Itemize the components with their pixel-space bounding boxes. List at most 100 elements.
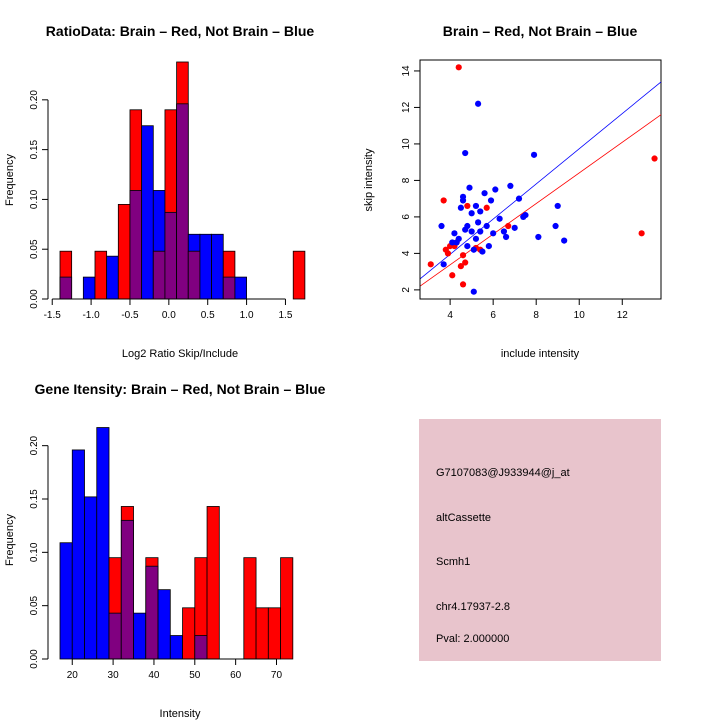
- not-brain-point: [554, 202, 561, 210]
- ratio-x-axis-label: Log2 Ratio Skip/Include: [122, 348, 238, 360]
- not-brain-point: [522, 211, 529, 219]
- not-brain-point: [464, 242, 471, 250]
- not-brain-bar: [84, 496, 98, 660]
- not-brain-point: [468, 228, 475, 235]
- brain-point: [505, 222, 512, 230]
- not-brain-point: [502, 233, 510, 241]
- brain-point: [449, 272, 456, 279]
- not-brain-point: [457, 204, 464, 211]
- y-tick-label: 0.10: [29, 542, 40, 562]
- overlap-bar: [152, 250, 166, 300]
- not-brain-point: [481, 190, 488, 197]
- y-tick-label: 0.20: [29, 90, 40, 110]
- brain-point: [483, 204, 490, 211]
- info-box-background: [419, 419, 661, 661]
- intensity-axes: 20 30 40 50 60 70 0.00 0.05 0.10 0.15 0.20: [29, 435, 282, 681]
- ratio-bars: [59, 61, 306, 300]
- overlap-bar: [176, 103, 189, 300]
- x-tick-label: 70: [271, 670, 283, 681]
- location-text: chr4.17937-2.8: [436, 601, 510, 613]
- not-brain-point: [530, 151, 538, 158]
- intensity-scatter-panel: Brain – Red, Not Brain – Blue include in…: [363, 23, 662, 360]
- brain-point: [462, 259, 469, 266]
- not-brain-point: [500, 228, 508, 235]
- not-brain-point: [468, 210, 475, 217]
- y-tick-label: 14: [401, 65, 412, 77]
- brain-point: [459, 281, 467, 288]
- not-brain-point: [438, 222, 445, 230]
- not-brain-point: [459, 193, 467, 200]
- not-brain-point: [483, 222, 490, 230]
- brain-bar: [267, 607, 281, 660]
- not-brain-point: [507, 182, 514, 189]
- y-tick-label: 0.15: [29, 489, 40, 509]
- not-brain-point: [477, 228, 484, 235]
- y-tick-label: 12: [401, 101, 412, 113]
- y-tick-label: 0.00: [29, 289, 40, 309]
- y-tick-label: 0.15: [29, 139, 40, 159]
- scatter-x-axis-label: include intensity: [501, 348, 580, 360]
- x-tick-label: 50: [189, 670, 201, 681]
- not-brain-point: [479, 248, 486, 255]
- scatter-chart-title: Brain – Red, Not Brain – Blue: [443, 23, 638, 39]
- not-brain-point: [511, 224, 518, 231]
- x-tick-label: 1.5: [278, 310, 292, 321]
- overlap-bar: [129, 190, 143, 300]
- brain-point: [464, 202, 471, 210]
- not-brain-point: [474, 219, 482, 226]
- x-tick-label: 1.0: [240, 310, 254, 321]
- brain-bar: [117, 203, 131, 300]
- brain-bar: [94, 250, 108, 300]
- brain-point: [651, 155, 658, 162]
- intensity-chart-title: Gene Itensity: Brain – Red, Not Brain – …: [35, 381, 326, 397]
- not-brain-point: [477, 208, 484, 215]
- y-tick-label: 0.20: [29, 435, 40, 455]
- scatter-points: [427, 64, 658, 295]
- not-brain-bar: [169, 635, 183, 660]
- overlap-bar: [108, 612, 122, 660]
- brain-point: [444, 250, 452, 257]
- y-tick-label: 0.05: [29, 595, 40, 615]
- scatter-axes: 4 6 8 10 12 2 4 6 8 10 12 14: [401, 65, 628, 321]
- info-panel: G7107083@J933944@j_at altCassette Scmh1 …: [419, 419, 661, 661]
- brain-bar: [292, 250, 306, 300]
- y-tick-label: 6: [401, 214, 412, 220]
- not-brain-bar: [157, 589, 171, 660]
- brain-bar: [206, 506, 220, 660]
- gene-name-text: Scmh1: [436, 556, 470, 568]
- not-brain-point: [552, 222, 559, 230]
- x-tick-label: 8: [533, 310, 539, 321]
- not-brain-point: [464, 222, 471, 230]
- intensity-histogram-panel: Gene Itensity: Brain – Red, Not Brain – …: [4, 381, 326, 720]
- x-tick-label: -1.5: [44, 310, 62, 321]
- not-brain-point: [472, 235, 480, 242]
- scatter-plot-frame: [419, 59, 662, 300]
- brain-bar: [255, 607, 269, 660]
- y-tick-label: 0.10: [29, 189, 40, 209]
- x-tick-label: 40: [148, 670, 160, 681]
- not-brain-point: [466, 184, 473, 191]
- brain-point: [455, 64, 462, 71]
- x-tick-label: 10: [574, 310, 586, 321]
- event-type-text: altCassette: [436, 512, 491, 524]
- not-brain-bar: [133, 612, 147, 660]
- overlap-bar: [187, 250, 201, 300]
- intensity-bars: [59, 427, 294, 660]
- not-brain-point: [485, 242, 492, 250]
- not-brain-bar: [82, 276, 96, 300]
- ratio-histogram-panel: RatioData: Brain – Red, Not Brain – Blue…: [4, 23, 314, 360]
- x-tick-label: 60: [230, 670, 242, 681]
- not-brain-bar: [234, 276, 247, 300]
- scatter-fit-lines: [419, 81, 662, 287]
- not-brain-point: [449, 239, 456, 246]
- pval-text: Pval: 2.000000: [436, 633, 509, 645]
- not-brain-fit-line: [419, 81, 662, 280]
- probe-id-text: G7107083@J933944@j_at: [436, 467, 570, 479]
- y-tick-label: 0.00: [29, 649, 40, 669]
- not-brain-bar: [106, 255, 119, 300]
- ratio-chart-title: RatioData: Brain – Red, Not Brain – Blue: [46, 23, 315, 39]
- not-brain-point: [470, 246, 477, 253]
- not-brain-bar: [211, 233, 224, 300]
- not-brain-point: [472, 202, 480, 210]
